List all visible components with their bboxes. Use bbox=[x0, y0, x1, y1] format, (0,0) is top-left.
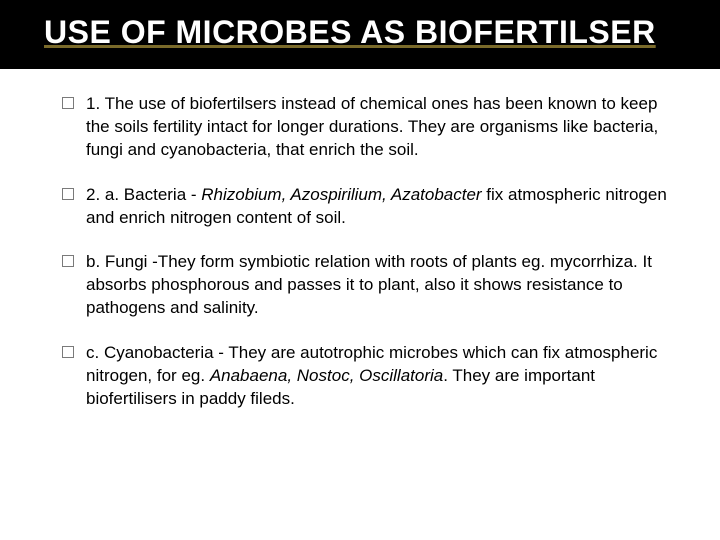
list-item: b. Fungi -They form symbiotic relation w… bbox=[62, 251, 676, 320]
slide-title: USE OF MICROBES AS BIOFERTILSER bbox=[44, 14, 676, 51]
bullet-italic: Rhizobium, Azospirilium, Azatobacter bbox=[201, 185, 481, 204]
list-item: c. Cyanobacteria - They are autotrophic … bbox=[62, 342, 676, 411]
bullet-italic: Anabaena, Nostoc, Oscillatoria bbox=[210, 366, 443, 385]
list-item: 2. a. Bacteria - Rhizobium, Azospirilium… bbox=[62, 184, 676, 230]
bullet-text: 2. a. Bacteria - Rhizobium, Azospirilium… bbox=[86, 184, 676, 230]
checkbox-icon bbox=[62, 255, 74, 267]
bullet-pre: 1. The use of biofertilsers instead of c… bbox=[86, 94, 658, 159]
bullet-text: b. Fungi -They form symbiotic relation w… bbox=[86, 251, 676, 320]
checkbox-icon bbox=[62, 346, 74, 358]
bullet-text: 1. The use of biofertilsers instead of c… bbox=[86, 93, 676, 162]
bullet-pre: b. Fungi -They form symbiotic relation w… bbox=[86, 252, 652, 317]
bullet-text: c. Cyanobacteria - They are autotrophic … bbox=[86, 342, 676, 411]
checkbox-icon bbox=[62, 97, 74, 109]
list-item: 1. The use of biofertilsers instead of c… bbox=[62, 93, 676, 162]
title-bar: USE OF MICROBES AS BIOFERTILSER bbox=[0, 0, 720, 69]
content-area: 1. The use of biofertilsers instead of c… bbox=[0, 69, 720, 453]
checkbox-icon bbox=[62, 188, 74, 200]
bullet-pre: 2. a. Bacteria - bbox=[86, 185, 201, 204]
